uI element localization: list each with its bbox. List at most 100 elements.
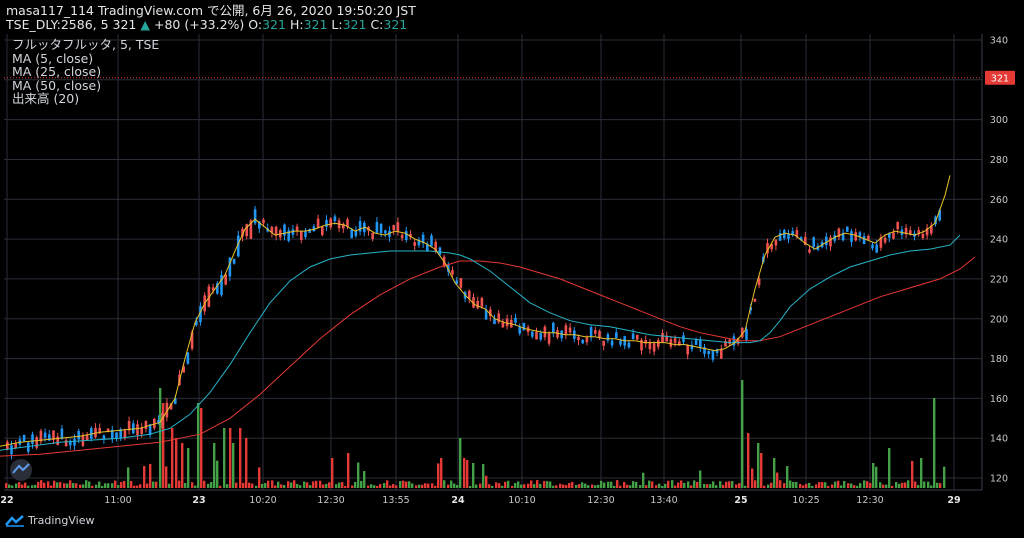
volume-bar xyxy=(741,380,744,488)
volume-bar xyxy=(152,481,155,488)
candle-body xyxy=(459,278,463,288)
volume-bar xyxy=(370,484,373,488)
candle-body xyxy=(589,327,593,337)
x-tick-label: 10:20 xyxy=(249,495,276,506)
volume-bar xyxy=(559,483,562,488)
chart-header: masa117_114 TradingView.com で公開, 6月 26, … xyxy=(6,4,416,32)
volume-bar xyxy=(207,483,210,488)
candle-body xyxy=(90,428,93,439)
volume-bar xyxy=(367,485,370,488)
candle-body xyxy=(258,221,261,229)
volume-bar xyxy=(703,483,706,488)
publish-info: masa117_114 TradingView.com で公開, 6月 26, … xyxy=(6,3,416,18)
candle-body xyxy=(421,234,425,244)
volume-bar xyxy=(725,481,728,488)
volume-bar xyxy=(776,472,779,488)
volume-bar xyxy=(287,481,290,488)
volume-bar xyxy=(610,481,613,488)
volume-bar xyxy=(18,482,21,488)
legend-ma50[interactable]: MA (50, close) xyxy=(12,77,102,93)
candle-body xyxy=(808,249,811,253)
volume-bar xyxy=(111,483,114,488)
volume-bar xyxy=(600,480,603,488)
volume-bar xyxy=(783,483,786,488)
volume-bar xyxy=(75,483,78,488)
volume-bar xyxy=(754,480,757,488)
legend-ma5[interactable]: MA (5, close) xyxy=(12,50,94,66)
tradingview-brand: TradingView xyxy=(28,514,95,527)
candle-body xyxy=(270,226,274,233)
current-price-tag xyxy=(985,70,1015,85)
candle-body xyxy=(295,226,299,232)
legend-volume[interactable]: 出来高 (20) xyxy=(12,91,80,106)
candle-body xyxy=(447,264,450,272)
volume-bar xyxy=(469,485,472,488)
volume-bar xyxy=(191,482,194,488)
volume-bar xyxy=(277,481,280,488)
volume-bar xyxy=(162,403,165,488)
volume-bar xyxy=(779,480,782,488)
volume-bar xyxy=(239,428,242,488)
volume-bar xyxy=(88,481,91,488)
volume-bar xyxy=(114,480,117,488)
volume-bar xyxy=(187,448,190,488)
candle-body xyxy=(115,432,118,439)
volume-bar xyxy=(24,482,27,488)
candle-body xyxy=(846,226,849,232)
candle-body xyxy=(556,330,559,338)
candle-body xyxy=(724,340,727,347)
candle-body xyxy=(669,339,673,347)
candle-body xyxy=(316,218,320,228)
volume-bar xyxy=(747,433,750,488)
volume-bar xyxy=(379,484,382,488)
volume-bar xyxy=(143,466,146,488)
candle-body xyxy=(493,318,496,325)
candle-body xyxy=(707,350,710,355)
volume-bar xyxy=(607,481,610,488)
candle-body xyxy=(484,309,488,320)
tradingview-footer[interactable]: TradingView xyxy=(5,514,94,527)
volume-bar xyxy=(923,481,926,488)
volume-bar xyxy=(357,462,360,488)
volume-bar xyxy=(763,485,766,488)
low-value: 321 xyxy=(342,17,367,32)
candle-body xyxy=(892,232,895,239)
volume-bar xyxy=(488,484,491,488)
candle-body xyxy=(925,227,929,236)
volume-bar xyxy=(911,461,914,488)
candle-body xyxy=(85,435,89,441)
volume-bar xyxy=(344,485,347,488)
candle-body xyxy=(102,435,106,440)
volume-bar xyxy=(591,484,594,488)
volume-bar xyxy=(296,483,299,488)
volume-bar xyxy=(523,484,526,488)
volume-bar xyxy=(360,480,363,488)
candle-body xyxy=(140,427,143,435)
volume-bar xyxy=(856,485,859,488)
candle-body xyxy=(720,348,723,359)
candle-body xyxy=(111,429,114,439)
candle-body xyxy=(636,334,639,340)
volume-bar xyxy=(840,485,843,488)
volume-bar xyxy=(920,458,923,488)
candle-body xyxy=(610,340,614,346)
volume-bar xyxy=(536,480,539,488)
candle-body xyxy=(673,338,677,344)
volume-bar xyxy=(936,482,939,488)
candle-body xyxy=(522,322,526,330)
volume-bar xyxy=(731,481,734,488)
price-change: +80 (+33.2%) xyxy=(153,17,245,32)
legend-symbol[interactable]: フルッタフルッタ, 5, TSE xyxy=(12,37,160,52)
logo-badge xyxy=(10,459,32,481)
volume-bar xyxy=(95,484,98,488)
candle-body xyxy=(123,430,127,439)
symbol-info: TSE_DLY:2586, 5 321 ▲ +80 (+33.2%) O:321… xyxy=(6,18,416,32)
candle-body xyxy=(127,421,131,431)
volume-bar xyxy=(690,485,693,488)
candle-body xyxy=(904,227,908,235)
volume-bar xyxy=(194,485,197,488)
volume-bar xyxy=(543,481,546,488)
legend-ma25[interactable]: MA (25, close) xyxy=(12,64,102,79)
volume-bar xyxy=(645,485,648,488)
